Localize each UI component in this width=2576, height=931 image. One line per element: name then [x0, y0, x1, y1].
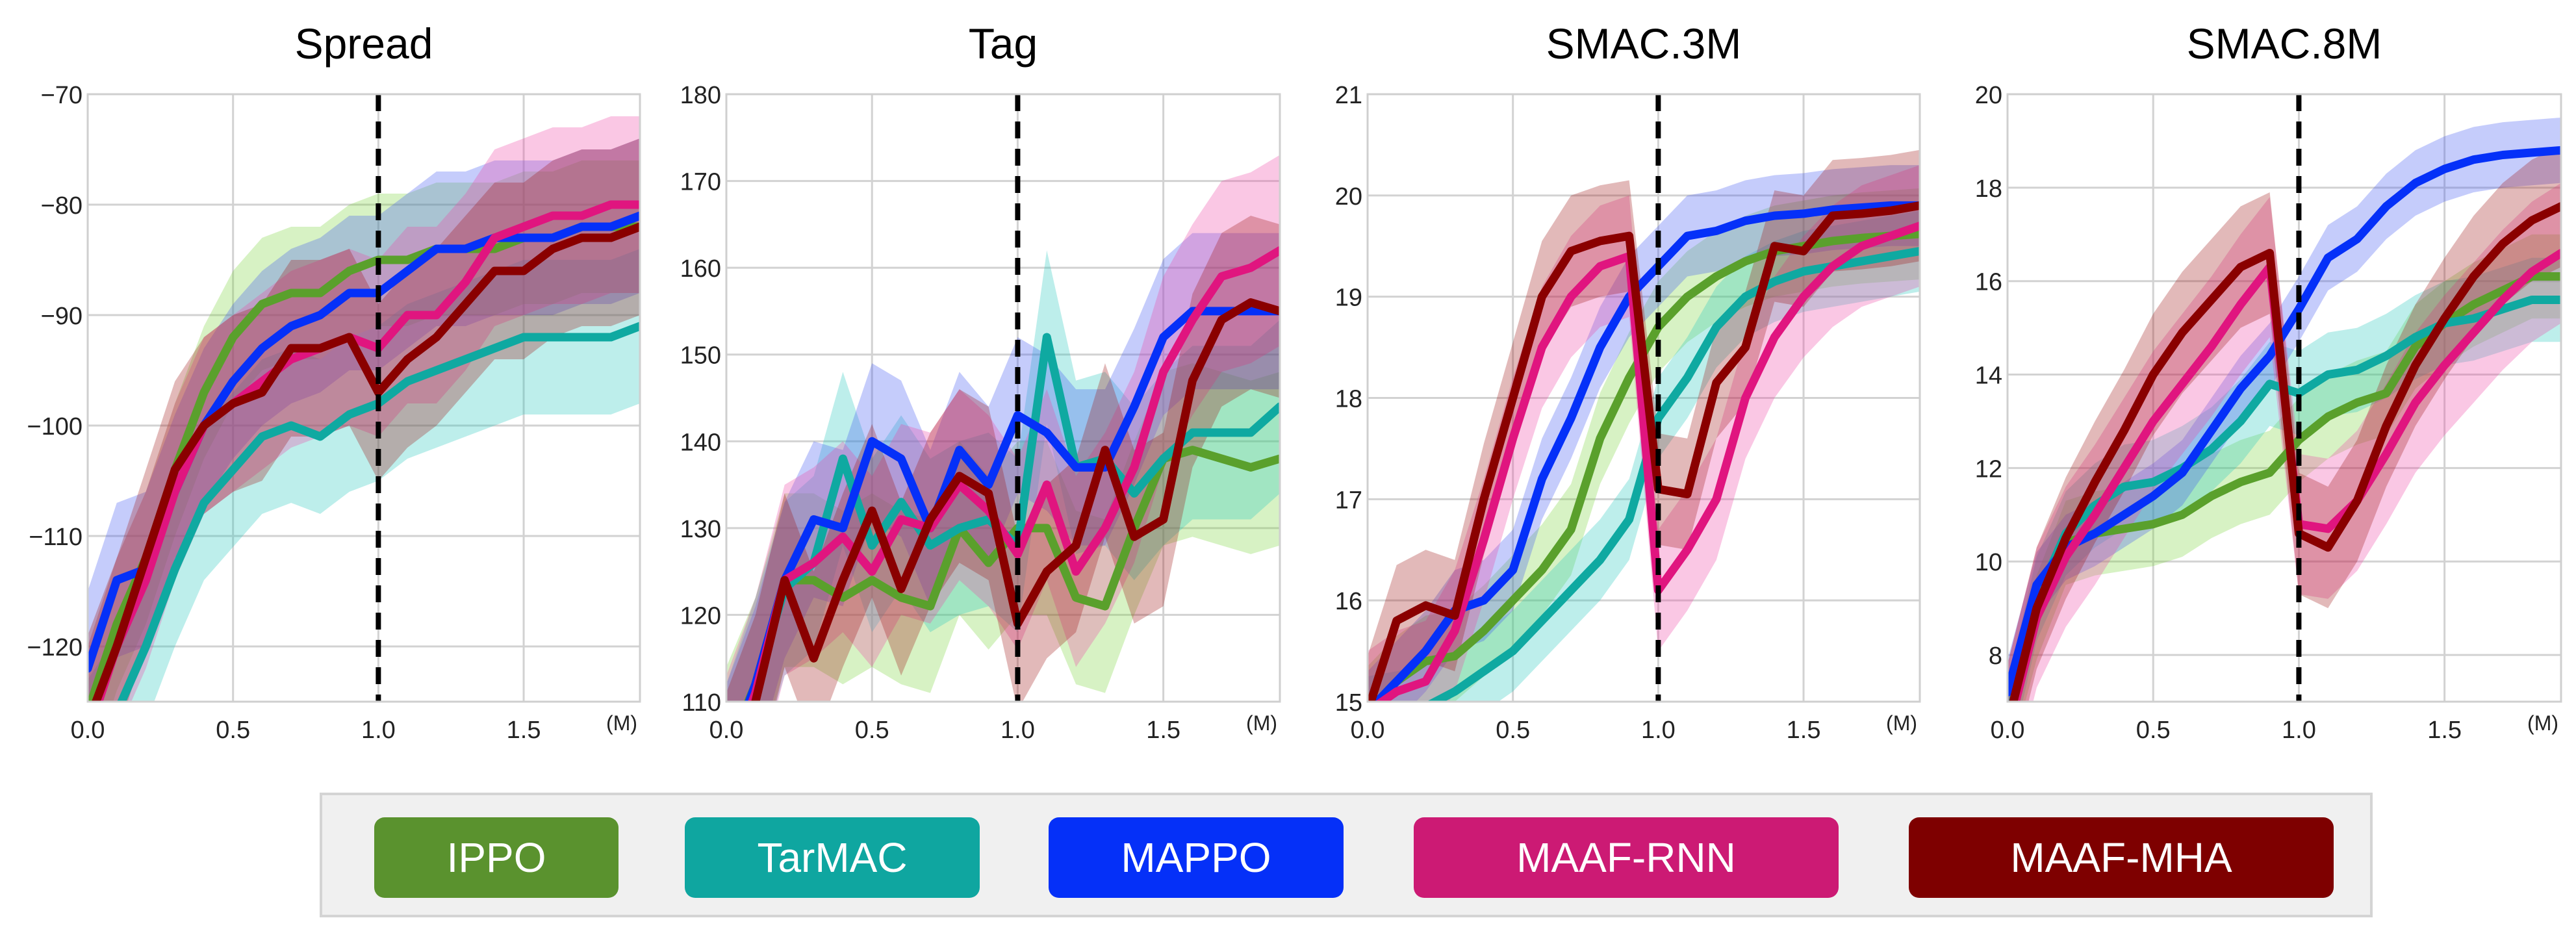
band-maaf-rnn [2008, 183, 2561, 702]
line-maaf-rnn [747, 246, 1280, 702]
x-tick-label: 0.5 [855, 717, 889, 744]
y-tick-label: −100 [27, 413, 83, 440]
y-tick-label: 18 [1975, 175, 2002, 203]
line-maaf-mha [750, 298, 1280, 702]
line-maaf-rnn [94, 200, 640, 702]
y-tick-label: 18 [1335, 386, 1362, 413]
plot-area [2008, 117, 2561, 702]
line-mappo [2008, 146, 2561, 697]
plot-frame [86, 93, 641, 703]
y-tick-label: 160 [680, 255, 721, 283]
line-maaf-rnn [1374, 222, 1920, 702]
legend-item-maaf-mha: MAAF-MHA [1909, 817, 2334, 898]
y-tick-label: 10 [1975, 549, 2002, 576]
line-maaf-mha [91, 222, 640, 702]
x-tick-label: 0.5 [216, 717, 250, 744]
band-mappo [88, 138, 640, 702]
x-tick-label: 1.0 [1001, 717, 1035, 744]
plot-area [726, 155, 1280, 702]
y-tick-label: 17 [1335, 487, 1362, 514]
y-tick-label: 20 [1975, 82, 2002, 109]
line-mappo [744, 307, 1280, 702]
line-tarmac [117, 322, 640, 702]
plot-frame [1366, 93, 1921, 703]
y-tick-label: 130 [680, 516, 721, 543]
legend-item-tarmac: TarMAC [685, 817, 980, 898]
y-tick-label: −90 [41, 303, 83, 330]
chart-tag: Tag 110 120 130 140 150 160 170 180 0.0 0.5 1.0 1.5 (… [680, 19, 1281, 744]
band-mappo [2008, 117, 2561, 702]
chart-title: SMAC.3M [1546, 19, 1742, 68]
legend-item-maaf-rnn: MAAF-RNN [1414, 817, 1839, 898]
y-tick-label: −120 [27, 634, 83, 661]
x-tick-label: 0.0 [71, 717, 105, 744]
y-tick-label: 20 [1335, 183, 1362, 210]
x-unit-label: (M) [1246, 711, 1277, 735]
band-tarmac [88, 249, 640, 702]
chart-title: Spread [295, 19, 433, 68]
plot-frame [725, 93, 1281, 703]
plot-frame [2006, 93, 2562, 703]
legend-item-mappo: MAPPO [1049, 817, 1344, 898]
band-maaf-mha [88, 138, 640, 702]
plot-area [1368, 149, 1920, 702]
x-tick-label: 0.0 [1991, 717, 2025, 744]
chart-spread: Spread −120 −110 −100 −90 −80 −70 0.0 0.5 1.0 1.5 (… [27, 19, 641, 744]
y-tick-label: 150 [680, 342, 721, 370]
x-tick-label: 1.5 [1146, 717, 1180, 744]
x-tick-label: 1.5 [507, 717, 541, 744]
y-tick-label: 180 [680, 82, 721, 109]
y-tick-label: 110 [682, 689, 721, 717]
chart-smac-8m: SMAC.8M 8 10 12 14 16 18 20 0.0 0.5 1.0 1.5 (M) [1975, 19, 2562, 744]
x-unit-label: (M) [1886, 711, 1917, 735]
y-tick-label: 15 [1335, 689, 1362, 717]
x-tick-label: 1.0 [1641, 717, 1676, 744]
band-maaf-mha [1368, 149, 1920, 702]
band-mappo [1368, 165, 1920, 702]
y-tick-label: −110 [29, 524, 83, 551]
y-tick-label: 170 [680, 169, 721, 196]
line-maaf-mha [2009, 202, 2561, 702]
chart-smac-3m: SMAC.3M 15 16 17 18 19 20 21 0.0 0.5 1.0 1.5 (M) [1335, 19, 1921, 744]
x-tick-label: 0.5 [1496, 717, 1530, 744]
x-tick-label: 0.5 [2136, 717, 2171, 744]
band-tarmac [2008, 257, 2561, 702]
y-tick-label: −70 [41, 82, 83, 109]
x-tick-label: 1.0 [2282, 717, 2316, 744]
x-tick-label: 1.5 [2427, 717, 2462, 744]
y-tick-label: 140 [680, 429, 721, 456]
band-mappo [726, 233, 1280, 702]
legend-item-ippo: IPPO [374, 817, 618, 898]
y-tick-label: 8 [1989, 643, 2002, 670]
y-tick-label: −80 [41, 192, 83, 220]
x-tick-label: 1.5 [1787, 717, 1821, 744]
y-tick-label: 120 [680, 602, 721, 630]
plot-area [88, 116, 640, 702]
y-tick-label: 19 [1335, 285, 1362, 312]
y-tick-label: 14 [1975, 363, 2002, 390]
x-unit-label: (M) [2527, 711, 2558, 735]
legend: IPPO TarMAC MAPPO MAAF-RNN MAAF-MHA [320, 793, 2373, 917]
chart-title: SMAC.8M [2187, 19, 2382, 68]
x-tick-label: 0.0 [1351, 717, 1385, 744]
y-tick-label: 21 [1335, 82, 1362, 109]
y-tick-label: 16 [1975, 269, 2002, 296]
y-tick-label: 16 [1335, 588, 1362, 615]
band-ippo [88, 160, 640, 702]
x-tick-label: 0.0 [709, 717, 744, 744]
chart-title: Tag [969, 19, 1038, 68]
line-maaf-mha [1368, 201, 1920, 702]
y-tick-label: 12 [1975, 455, 2002, 483]
x-tick-label: 1.0 [361, 717, 396, 744]
x-unit-label: (M) [606, 711, 637, 735]
